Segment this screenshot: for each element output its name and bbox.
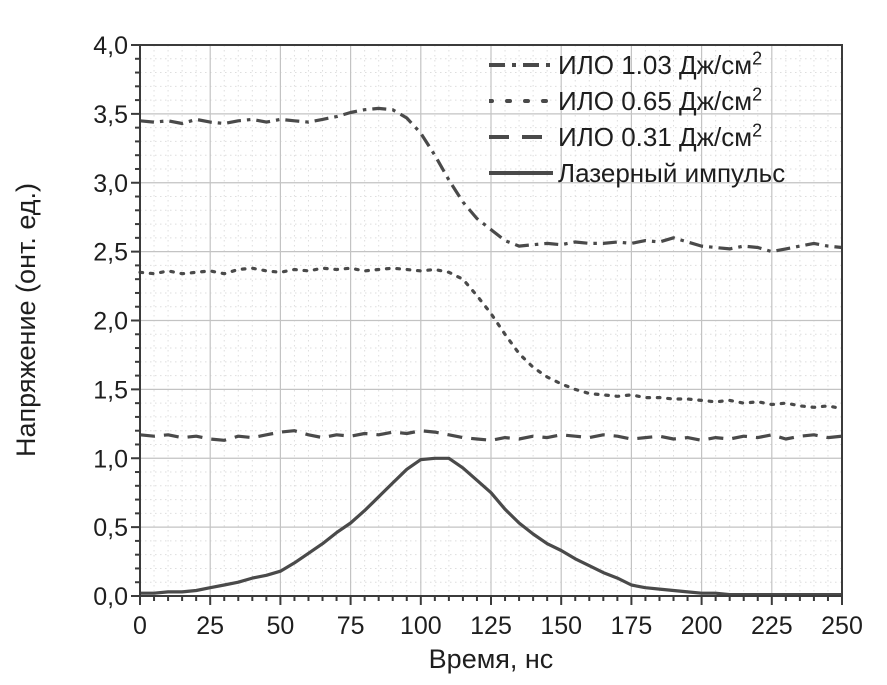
svg-text:1,5: 1,5 [93,376,128,404]
x-axis-title: Время, нс [428,644,554,674]
legend-item-0: ИЛО 1.03 Дж/см2 [489,47,785,83]
svg-text:200: 200 [681,612,723,640]
svg-text:50: 50 [266,612,294,640]
svg-text:225: 225 [751,612,793,640]
legend-line-sample-3 [489,171,553,175]
y-tick-labels: 0,0 0,5 1,0 1,5 2,0 2,5 3,0 3,5 4,0 [93,32,128,611]
series-line-0 [139,106,843,254]
legend-label-0: ИЛО 1.03 Дж/см2 [558,47,763,80]
svg-text:1,0: 1,0 [93,445,128,473]
legend-line-sample-1 [489,99,553,103]
svg-text:250: 250 [821,612,863,640]
svg-text:0,5: 0,5 [93,514,128,542]
legend-label-2: ИЛО 0.31 Дж/см2 [558,119,763,152]
legend-item-1: ИЛО 0.65 Дж/см2 [489,83,785,119]
svg-text:3,0: 3,0 [93,170,128,198]
legend-line-sample-2 [489,135,553,139]
x-tick-labels: 0 25 50 75 100 125 150 175 200 225 250 [133,612,863,640]
svg-text:125: 125 [470,612,512,640]
legend-line-sample-0 [489,63,553,67]
axis-ticks [131,44,843,605]
legend-item-2: ИЛО 0.31 Дж/см2 [489,119,785,155]
svg-text:4,0: 4,0 [93,32,128,60]
svg-text:0: 0 [133,612,147,640]
series-line-3 [140,456,842,597]
svg-text:175: 175 [611,612,653,640]
svg-text:100: 100 [400,612,442,640]
legend: ИЛО 1.03 Дж/см2 ИЛО 0.65 Дж/см2 ИЛО 0.31 Д… [489,47,785,191]
svg-text:2,5: 2,5 [93,239,128,267]
svg-text:25: 25 [196,612,224,640]
svg-text:75: 75 [337,612,365,640]
svg-text:2,0: 2,0 [93,308,128,336]
legend-item-3: Лазерный импульс [489,155,785,191]
legend-label-3: Лазерный импульс [558,157,786,188]
svg-text:0,0: 0,0 [93,583,128,611]
svg-text:3,5: 3,5 [93,101,128,129]
legend-label-1: ИЛО 0.65 Дж/см2 [558,83,763,116]
y-axis-title: Напряжение (онт. ед.) [11,182,41,458]
svg-text:150: 150 [540,612,582,640]
